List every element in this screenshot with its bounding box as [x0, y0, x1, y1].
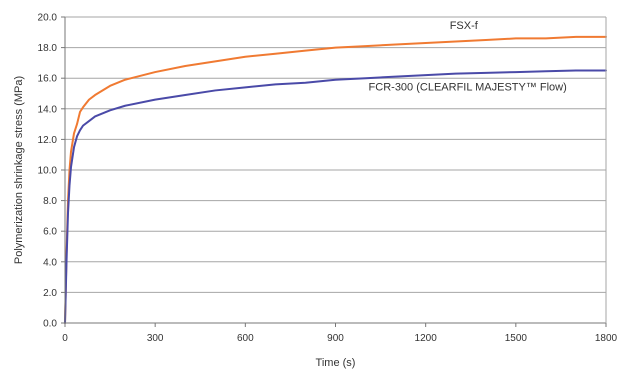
annotation-layer: FSX-f FCR-300 (CLEARFIL MAJESTY™ Flow): [369, 20, 567, 93]
x-tick-label: 300: [147, 333, 164, 344]
y-tick-label: 4.0: [43, 257, 57, 268]
series-line-fsx-f: [64, 35, 607, 324]
series-label-fcr-300: FCR-300 (CLEARFIL MAJESTY™ Flow): [369, 81, 567, 93]
y-tick-label: 8.0: [43, 196, 57, 207]
series-line-fcr-300: [64, 69, 607, 324]
x-tick-label: 1500: [505, 333, 528, 344]
y-axis-title: Polymerization shrinkage stress (MPa): [13, 76, 25, 264]
y-tick-label: 10.0: [38, 166, 58, 177]
y-tick-label: 20.0: [38, 13, 58, 24]
series-layer: [64, 35, 607, 324]
axis-layer: [61, 16, 607, 327]
x-tick-label: 1800: [595, 333, 618, 344]
x-tick-label: 0: [62, 333, 68, 344]
y-tick-label: 16.0: [38, 74, 58, 85]
x-axis-title: Time (s): [316, 357, 356, 369]
tick-label-layer: 0.0 2.0 4.0 6.0 8.0 10.0 12.0 14.0 16.0 18.0 20.0 0…: [38, 13, 618, 345]
y-tick-label: 0.0: [43, 319, 57, 330]
x-tick-label: 600: [237, 333, 254, 344]
y-tick-label: 12.0: [38, 135, 58, 146]
series-label-fsx-f: FSX-f: [450, 20, 479, 32]
x-tick-label: 900: [327, 333, 344, 344]
y-tick-label: 6.0: [43, 227, 57, 238]
grid-layer: [65, 16, 606, 293]
y-tick-label: 14.0: [38, 104, 58, 115]
x-tick-label: 1200: [415, 333, 438, 344]
y-tick-label: 18.0: [38, 43, 58, 54]
y-tick-label: 2.0: [43, 288, 57, 299]
